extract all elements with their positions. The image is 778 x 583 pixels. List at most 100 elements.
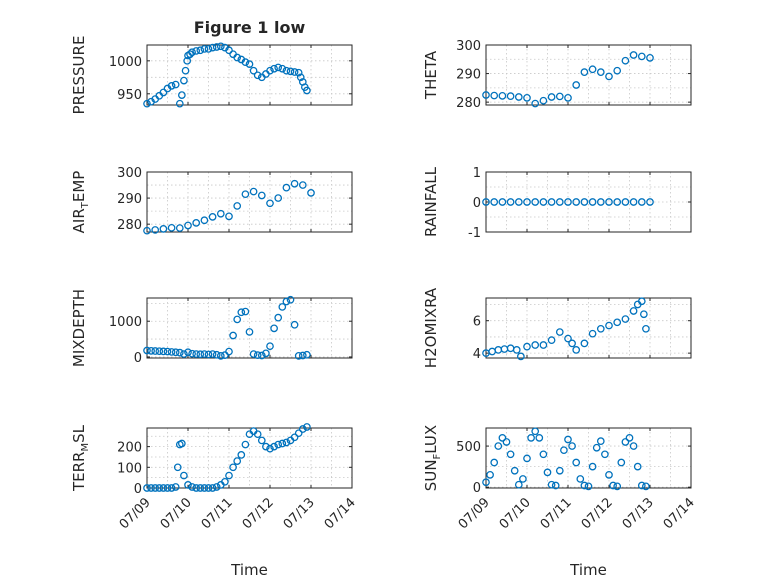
data-point xyxy=(175,224,184,232)
data-point xyxy=(560,446,568,455)
data-point xyxy=(506,450,515,459)
y-tick-label: 300 xyxy=(117,166,142,181)
data-point xyxy=(181,66,190,75)
data-point xyxy=(278,439,287,448)
data-point xyxy=(274,194,283,202)
data-point xyxy=(494,442,503,450)
data-point xyxy=(233,315,242,324)
data-point xyxy=(506,198,515,206)
y-tick-label: 300 xyxy=(456,39,481,54)
y-axis-label: MIXDEPTH xyxy=(70,289,88,367)
y-tick-label: 0 xyxy=(473,481,481,496)
data-point xyxy=(543,468,552,477)
data-point xyxy=(225,46,233,55)
data-point xyxy=(490,458,499,467)
data-point xyxy=(208,43,217,52)
data-point xyxy=(229,331,237,340)
subplot-sun: 0 500 SUNFLUX 07/09 07/10 07/11 07/12 07/13 07/1… xyxy=(422,425,698,579)
data-point xyxy=(167,348,176,356)
data-point xyxy=(303,86,311,95)
x-tick-label: 07/14 xyxy=(661,495,698,532)
x-tick-label: 07/12 xyxy=(579,495,616,532)
data-point xyxy=(266,199,274,208)
data-point xyxy=(278,64,287,73)
data-point xyxy=(178,91,186,99)
data-point xyxy=(221,477,229,486)
subplot-pressure: 950 1000 PRESSURE Figure 1 low xyxy=(70,18,353,115)
data-point xyxy=(180,76,188,85)
data-point xyxy=(514,198,523,206)
data-point xyxy=(490,91,499,100)
data-point xyxy=(192,484,201,492)
x-tick-label: 07/14 xyxy=(322,495,359,532)
data-point xyxy=(523,342,531,351)
data-point xyxy=(539,198,548,206)
data-point xyxy=(539,96,548,105)
data-point xyxy=(262,349,270,358)
data-point xyxy=(506,344,515,353)
y-axis-label: AIRTEMP xyxy=(70,171,91,234)
data-point xyxy=(151,484,160,492)
data-point xyxy=(200,484,209,492)
data-point xyxy=(253,351,262,359)
data-point xyxy=(171,80,180,89)
data-point xyxy=(637,297,646,306)
data-point xyxy=(646,198,654,206)
data-point xyxy=(274,440,283,449)
data-point xyxy=(270,442,278,451)
data-point xyxy=(555,328,564,336)
data-point xyxy=(196,484,205,492)
data-point xyxy=(249,187,258,196)
data-point xyxy=(241,58,250,66)
data-point xyxy=(596,68,605,76)
data-point xyxy=(290,179,299,188)
data-point xyxy=(609,481,617,490)
data-point xyxy=(613,66,622,75)
data-point xyxy=(531,198,540,206)
data-point xyxy=(266,342,274,351)
data-point xyxy=(646,54,654,62)
data-point xyxy=(584,482,593,491)
y-tick-label: 6 xyxy=(473,315,481,330)
data-point xyxy=(514,480,523,489)
data-point xyxy=(241,307,250,316)
data-point xyxy=(253,71,262,80)
data-point xyxy=(572,346,581,354)
data-point xyxy=(296,73,305,82)
data-point xyxy=(580,481,589,490)
data-point xyxy=(294,352,303,360)
data-point xyxy=(629,307,638,315)
data-point xyxy=(512,346,521,354)
data-point xyxy=(596,198,605,206)
data-point xyxy=(163,484,172,492)
data-point xyxy=(143,346,151,355)
data-point xyxy=(568,339,576,348)
y-tick-label: 200 xyxy=(117,441,142,456)
data-point xyxy=(482,198,490,206)
data-point xyxy=(208,484,217,492)
data-point xyxy=(572,458,581,467)
data-point xyxy=(282,438,291,447)
data-point xyxy=(175,99,184,108)
data-point xyxy=(642,324,650,333)
data-point xyxy=(502,438,511,446)
data-point xyxy=(143,484,151,492)
data-point xyxy=(257,351,266,360)
data-point xyxy=(266,444,274,453)
data-point xyxy=(233,53,242,62)
data-point xyxy=(303,423,311,431)
y-axis-label: PRESSURE xyxy=(70,36,88,115)
axes-frame xyxy=(146,427,353,489)
data-point xyxy=(262,442,270,451)
y-tick-label: 1 xyxy=(473,166,481,181)
data-point xyxy=(257,191,266,200)
data-point xyxy=(173,463,182,472)
data-point xyxy=(278,303,287,311)
data-point xyxy=(225,212,233,221)
y-tick-label: 290 xyxy=(117,192,142,207)
data-point xyxy=(514,93,523,101)
chart-title: Figure 1 low xyxy=(194,18,306,37)
data-point xyxy=(564,198,572,206)
data-point xyxy=(212,43,221,51)
x-tick-label: 07/11 xyxy=(538,495,575,532)
